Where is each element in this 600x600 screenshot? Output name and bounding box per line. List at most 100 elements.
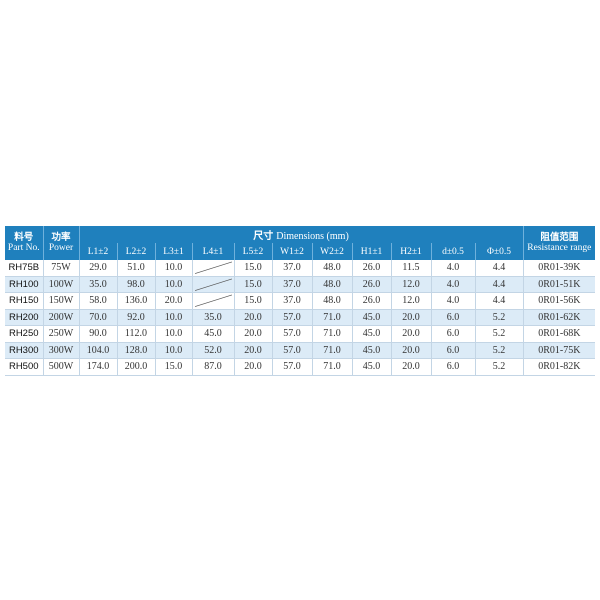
l4-cell-empty — [191, 276, 234, 293]
table-header: 料号 Part No. 功率 Power 尺寸 Dimensions (mm) 阻… — [5, 226, 596, 260]
diagonal-slash-icon — [194, 278, 232, 291]
h1-cell: 26.0 — [351, 292, 391, 310]
table-row: RH500 500W 174.0 200.0 15.0 87.0 20.0 57… — [5, 358, 596, 376]
col-header-h2: H2±1 — [390, 243, 431, 260]
power-cell: 200W — [42, 309, 79, 326]
h1-cell: 45.0 — [351, 309, 391, 326]
w1-cell: 37.0 — [271, 292, 312, 310]
header-dimensions: 尺寸 Dimensions (mm) — [78, 226, 524, 243]
d-cell: 4.0 — [430, 292, 475, 310]
header-power: 功率 Power — [42, 226, 79, 260]
col-header-l4: L4±1 — [191, 243, 234, 260]
l4-cell: 52.0 — [191, 342, 234, 359]
diagonal-slash-icon — [194, 294, 232, 307]
header-power-en: Power — [48, 243, 74, 253]
col-header-w1: W1±2 — [271, 243, 312, 260]
resistance-range-cell: 0R01-56K — [522, 292, 596, 310]
w1-cell: 57.0 — [271, 358, 312, 376]
header-row-sub: L1±2 L2±2 L3±1 L4±1 L5±2 W1±2 W2±2 H1±1 … — [5, 243, 596, 260]
col-header-d: d±0.5 — [430, 243, 475, 260]
l5-cell: 20.0 — [233, 309, 272, 326]
d-cell: 6.0 — [430, 325, 475, 343]
resistance-range-cell: 0R01-68K — [522, 325, 596, 343]
w1-cell: 37.0 — [271, 260, 312, 277]
d-cell: 6.0 — [430, 358, 475, 376]
w2-cell: 71.0 — [311, 309, 352, 326]
w1-cell: 57.0 — [271, 309, 312, 326]
l4-cell: 35.0 — [191, 309, 234, 326]
l3-cell: 10.0 — [154, 260, 192, 277]
header-resistance-range: 阻值范围 Resistance range — [522, 226, 596, 260]
col-header-l2: L2±2 — [116, 243, 155, 260]
header-dimensions-cn: 尺寸 — [253, 231, 274, 242]
l5-cell: 20.0 — [233, 325, 272, 343]
power-cell: 300W — [42, 342, 79, 359]
d-cell: 4.0 — [430, 260, 475, 277]
header-part-en: Part No. — [7, 243, 40, 253]
resistance-range-cell: 0R01-51K — [522, 276, 596, 293]
d-cell: 6.0 — [430, 342, 475, 359]
table-body: RH75B 75W 29.0 51.0 10.0 15.0 37.0 48.0 … — [5, 260, 596, 376]
l2-cell: 92.0 — [116, 309, 155, 326]
l4-cell: 87.0 — [191, 358, 234, 376]
w2-cell: 48.0 — [311, 276, 352, 293]
l2-cell: 112.0 — [116, 325, 155, 343]
col-header-l3: L3±1 — [154, 243, 192, 260]
l3-cell: 10.0 — [154, 309, 192, 326]
power-cell: 100W — [42, 276, 79, 293]
header-dimensions-en: Dimensions (mm) — [276, 231, 349, 242]
l4-cell-empty — [191, 260, 234, 277]
h1-cell: 26.0 — [351, 260, 391, 277]
col-header-phi: Φ±0.5 — [474, 243, 524, 260]
phi-cell: 5.2 — [474, 309, 524, 326]
l1-cell: 58.0 — [78, 292, 117, 310]
h1-cell: 45.0 — [351, 358, 391, 376]
diagonal-slash-icon — [194, 261, 232, 274]
power-cell: 500W — [42, 358, 79, 376]
w2-cell: 48.0 — [311, 292, 352, 310]
col-header-l5: L5±2 — [233, 243, 272, 260]
l4-cell-empty — [191, 292, 234, 310]
power-cell: 75W — [42, 260, 79, 277]
col-header-w2: W2±2 — [311, 243, 352, 260]
l3-cell: 10.0 — [154, 276, 192, 293]
h2-cell: 11.5 — [390, 260, 431, 277]
w2-cell: 71.0 — [311, 358, 352, 376]
part-no-cell: RH300 — [5, 342, 43, 359]
l3-cell: 10.0 — [154, 342, 192, 359]
power-cell: 150W — [42, 292, 79, 310]
l1-cell: 35.0 — [78, 276, 117, 293]
h2-cell: 12.0 — [390, 292, 431, 310]
h2-cell: 20.0 — [390, 342, 431, 359]
h2-cell: 20.0 — [390, 309, 431, 326]
l1-cell: 104.0 — [78, 342, 117, 359]
l3-cell: 10.0 — [154, 325, 192, 343]
l3-cell: 20.0 — [154, 292, 192, 310]
resistance-range-cell: 0R01-75K — [522, 342, 596, 359]
table-row: RH75B 75W 29.0 51.0 10.0 15.0 37.0 48.0 … — [5, 260, 596, 277]
col-header-l1: L1±2 — [78, 243, 117, 260]
phi-cell: 4.4 — [474, 260, 524, 277]
header-row-top: 料号 Part No. 功率 Power 尺寸 Dimensions (mm) 阻… — [5, 226, 596, 260]
l2-cell: 128.0 — [116, 342, 155, 359]
l2-cell: 98.0 — [116, 276, 155, 293]
w1-cell: 37.0 — [271, 276, 312, 293]
h1-cell: 26.0 — [351, 276, 391, 293]
l5-cell: 15.0 — [233, 260, 272, 277]
w2-cell: 48.0 — [311, 260, 352, 277]
phi-cell: 4.4 — [474, 292, 524, 310]
header-power-cn: 功率 — [51, 232, 71, 243]
w1-cell: 57.0 — [271, 325, 312, 343]
phi-cell: 5.2 — [474, 325, 524, 343]
h2-cell: 20.0 — [390, 325, 431, 343]
w1-cell: 57.0 — [271, 342, 312, 359]
col-header-h1: H1±1 — [351, 243, 391, 260]
l1-cell: 174.0 — [78, 358, 117, 376]
power-cell: 250W — [42, 325, 79, 343]
spec-table: 料号 Part No. 功率 Power 尺寸 Dimensions (mm) 阻… — [5, 226, 596, 376]
l4-cell: 45.0 — [191, 325, 234, 343]
part-no-cell: RH75B — [5, 260, 43, 277]
resistance-range-cell: 0R01-39K — [522, 260, 596, 277]
l2-cell: 51.0 — [116, 260, 155, 277]
part-no-cell: RH100 — [5, 276, 43, 293]
